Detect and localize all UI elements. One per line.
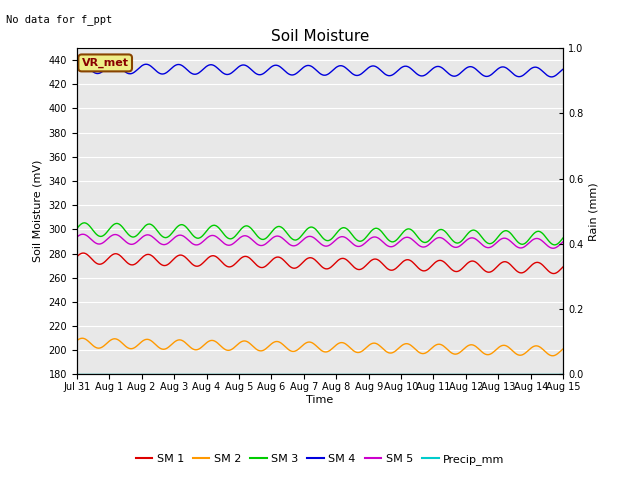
Y-axis label: Rain (mm): Rain (mm) (589, 182, 599, 240)
Y-axis label: Soil Moisture (mV): Soil Moisture (mV) (33, 160, 43, 263)
Legend: SM 1, SM 2, SM 3, SM 4, SM 5, Precip_mm: SM 1, SM 2, SM 3, SM 4, SM 5, Precip_mm (131, 450, 509, 469)
X-axis label: Time: Time (307, 395, 333, 405)
Text: VR_met: VR_met (82, 58, 129, 68)
Title: Soil Moisture: Soil Moisture (271, 29, 369, 44)
Text: No data for f_ppt: No data for f_ppt (6, 14, 113, 25)
